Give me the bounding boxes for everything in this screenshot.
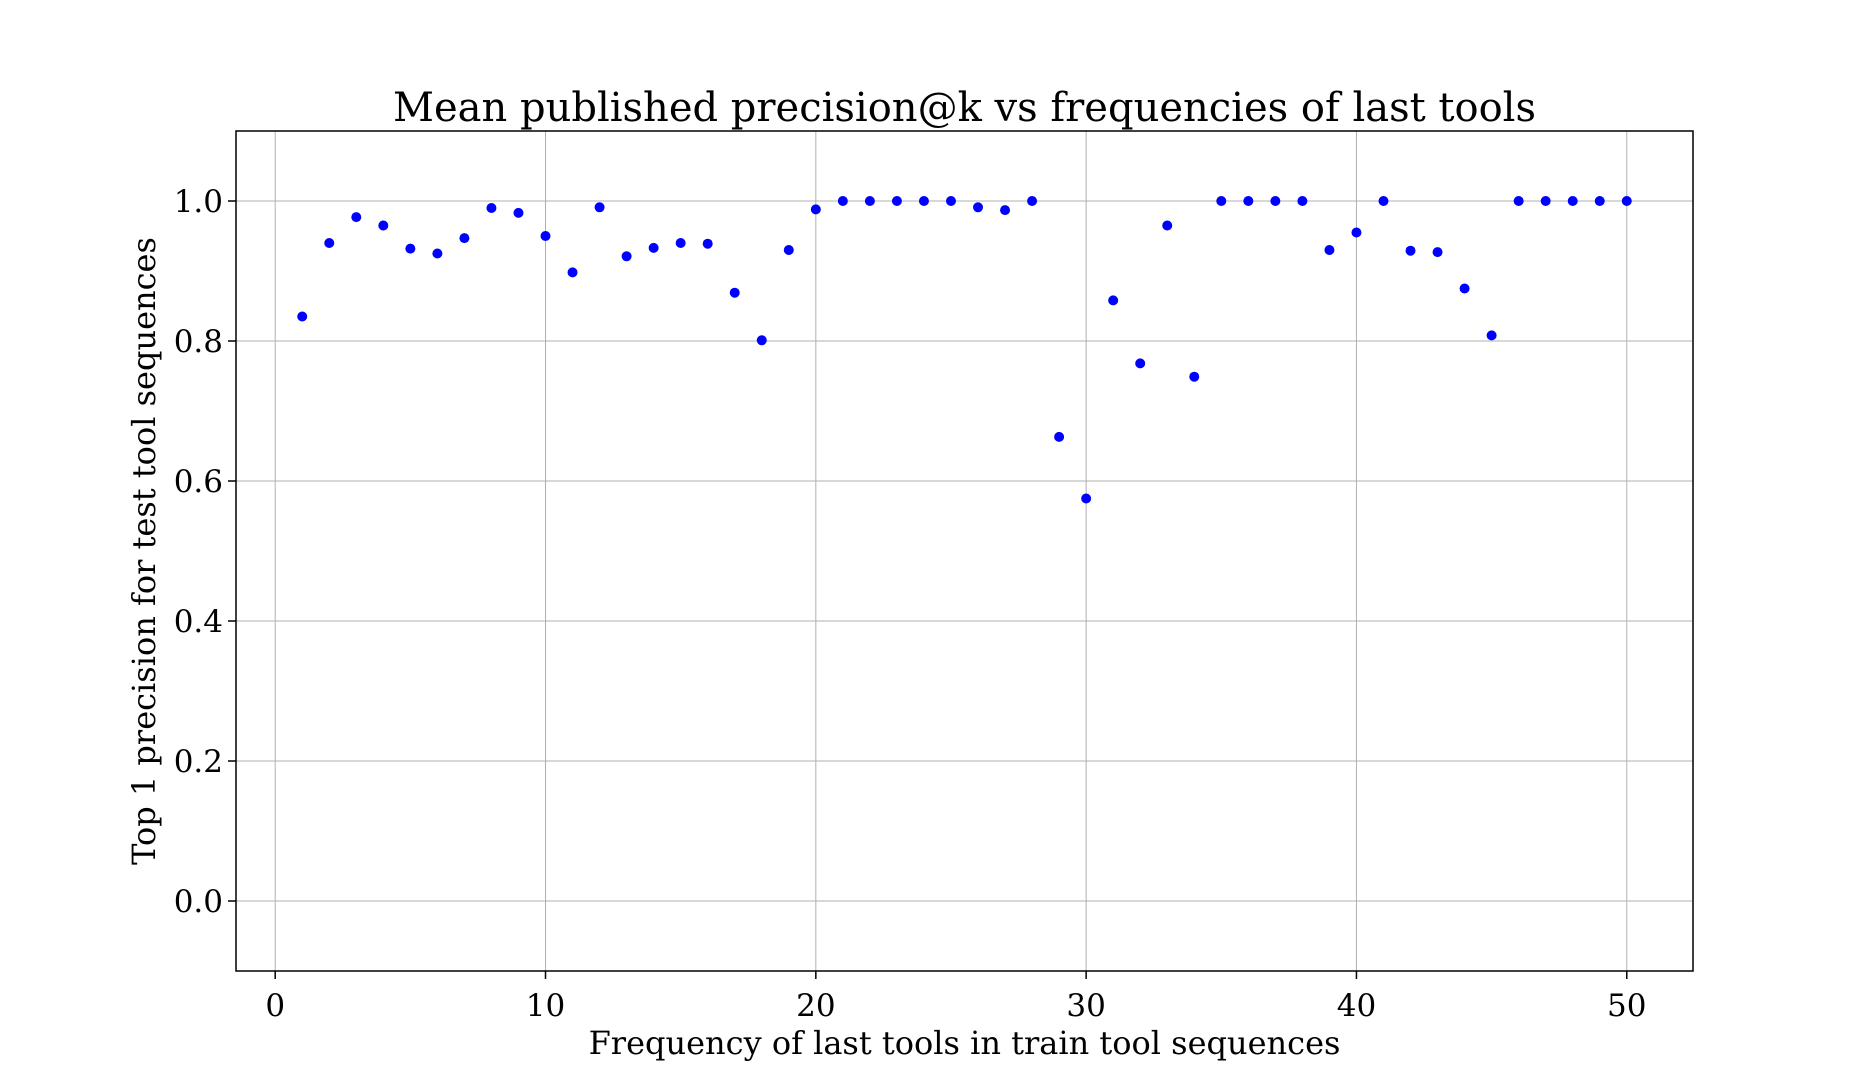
data-point xyxy=(864,196,875,206)
data-point xyxy=(297,311,308,322)
data-point xyxy=(702,238,713,249)
data-point xyxy=(1270,196,1281,206)
data-point xyxy=(837,196,848,206)
data-point xyxy=(1297,196,1308,206)
grid-lines xyxy=(236,131,1693,971)
y-tick-label: 1.0 xyxy=(174,184,223,220)
data-point xyxy=(1108,295,1119,306)
data-point xyxy=(1432,247,1443,258)
x-tick-label: 20 xyxy=(796,988,835,1024)
data-point xyxy=(783,245,794,255)
plot-area-frame xyxy=(235,130,1694,972)
data-point xyxy=(1216,196,1227,206)
data-point xyxy=(1405,245,1416,256)
data-point xyxy=(567,267,578,278)
y-tick-label: 0.8 xyxy=(174,324,223,360)
data-point xyxy=(621,251,632,262)
data-point xyxy=(1594,196,1605,206)
data-point xyxy=(1567,196,1578,206)
data-point xyxy=(675,238,686,248)
x-tick-label: 50 xyxy=(1607,988,1646,1024)
data-point xyxy=(1324,245,1335,255)
data-point xyxy=(729,287,740,298)
data-point xyxy=(351,212,362,223)
data-point xyxy=(648,242,659,253)
data-point xyxy=(1000,205,1011,216)
y-tick-label: 0.0 xyxy=(174,884,223,920)
data-point xyxy=(378,220,389,231)
data-point xyxy=(1135,358,1146,369)
data-point xyxy=(1162,220,1173,231)
data-point xyxy=(432,248,443,259)
data-point xyxy=(945,196,956,206)
axis-ticks: 0 10 20 30 40 50 0.0 0.2 0.4 0.6 0.8 1.0 xyxy=(174,184,1647,1024)
data-point xyxy=(1189,371,1200,382)
data-point xyxy=(1459,283,1470,294)
x-tick-label: 30 xyxy=(1066,988,1105,1024)
data-point xyxy=(1081,493,1092,504)
data-point xyxy=(1351,227,1362,238)
chart-title: Mean published precision@k vs frequencie… xyxy=(393,85,1536,131)
data-point xyxy=(756,335,767,346)
y-tick-label: 0.6 xyxy=(174,464,223,500)
data-point xyxy=(918,196,929,206)
data-point xyxy=(540,231,551,241)
data-point xyxy=(1243,196,1254,206)
data-point xyxy=(1621,196,1632,206)
y-axis-label: Top 1 precision for test tool sequences xyxy=(125,237,163,865)
data-point xyxy=(594,202,605,213)
x-tick-label: 10 xyxy=(526,988,565,1024)
data-point xyxy=(810,204,821,215)
x-tick-label: 40 xyxy=(1337,988,1376,1024)
data-point xyxy=(1027,196,1038,206)
data-point xyxy=(1540,196,1551,206)
data-point xyxy=(405,243,416,254)
x-axis-label: Frequency of last tools in train tool se… xyxy=(589,1024,1341,1062)
y-tick-label: 0.2 xyxy=(174,744,223,780)
x-tick-label: 0 xyxy=(265,988,285,1024)
data-point xyxy=(1486,330,1497,341)
data-point xyxy=(1513,196,1524,206)
data-point xyxy=(1378,196,1389,206)
data-point xyxy=(1054,431,1065,442)
data-point xyxy=(891,196,902,206)
data-point xyxy=(513,207,524,218)
data-point xyxy=(486,203,497,213)
data-point xyxy=(973,202,984,213)
data-points xyxy=(297,196,1632,504)
data-point xyxy=(459,233,470,244)
data-point xyxy=(324,238,335,248)
y-tick-label: 0.4 xyxy=(174,604,223,640)
